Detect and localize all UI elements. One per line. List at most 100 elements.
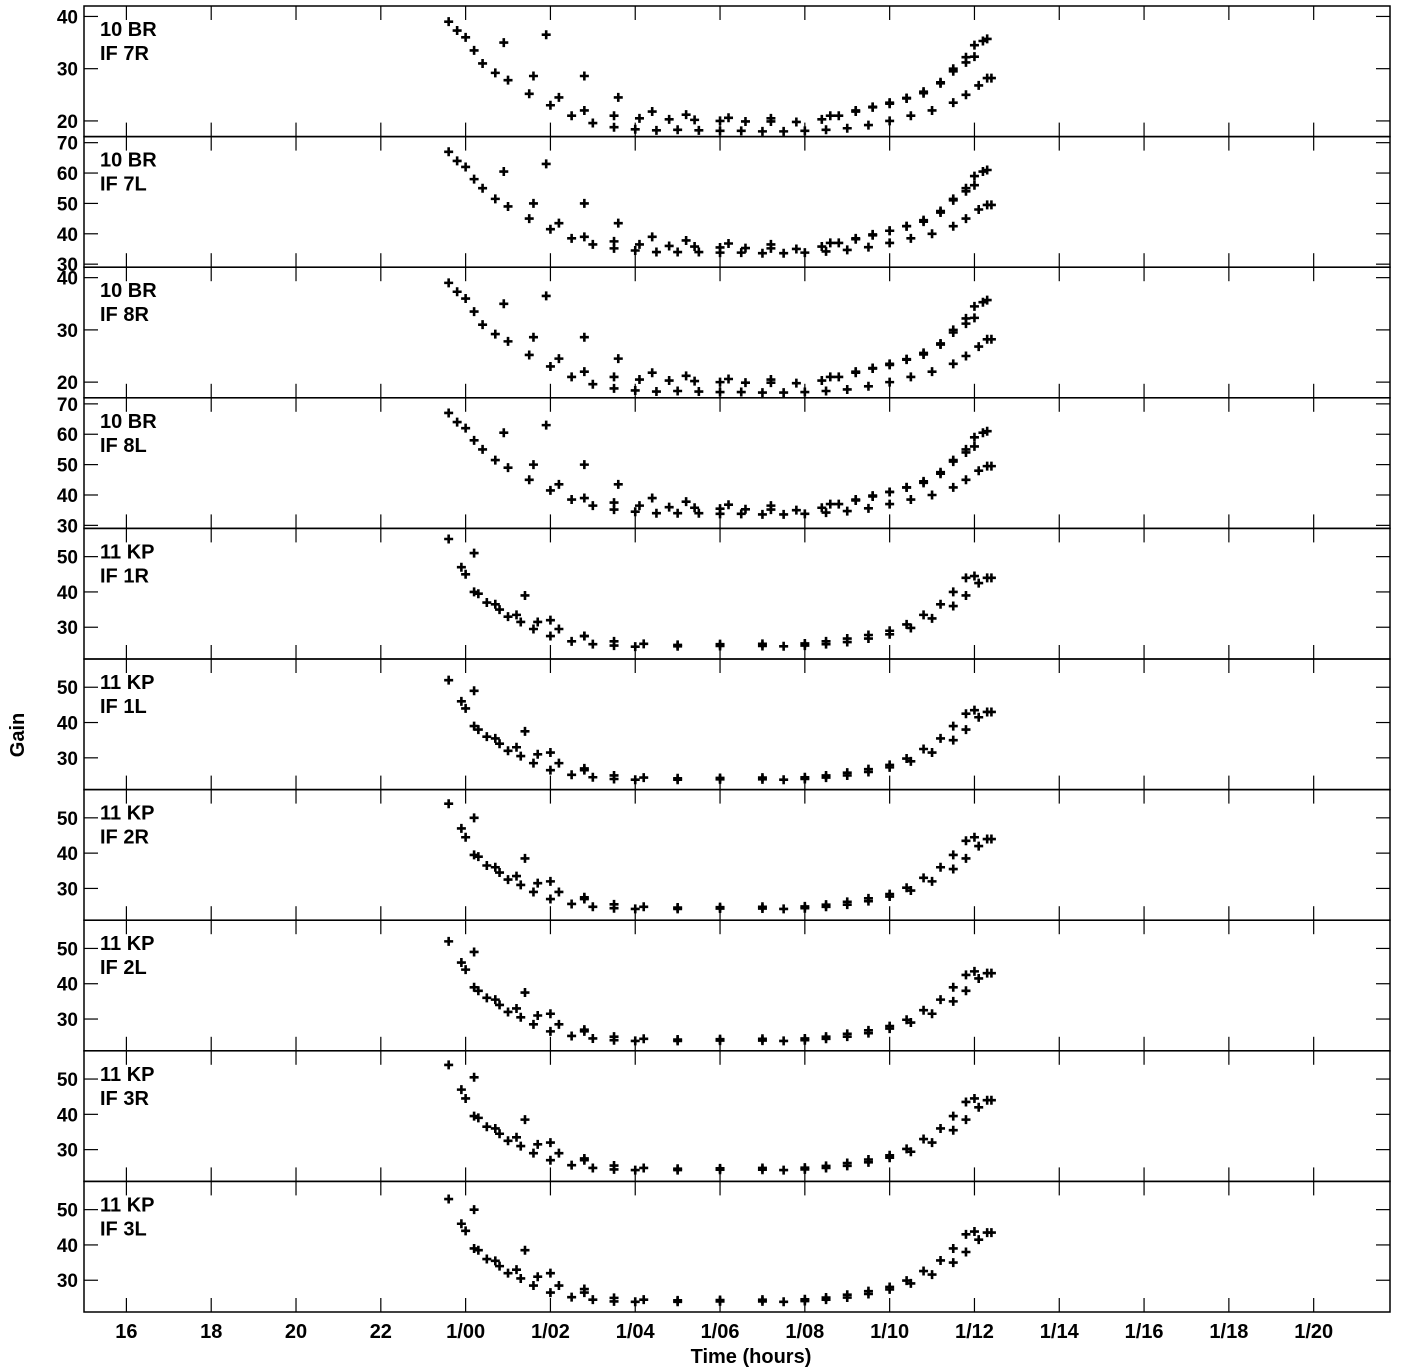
data-point [919,744,929,754]
data-point [961,1097,971,1107]
data-point [444,17,454,27]
panel-station-label: 11 KP [100,933,154,955]
data-point [902,482,912,492]
data-point [482,732,492,742]
data-point [545,361,555,371]
data-point [579,232,589,242]
y-tick-label: 40 [57,269,78,290]
data-point [444,147,454,157]
data-point [694,125,704,135]
data-point [927,613,937,623]
data-point [630,642,640,652]
data-point [545,224,555,234]
data-point [885,760,895,770]
data-point [673,386,683,396]
x-tick-label: 1/12 [955,1321,994,1343]
data-point [520,726,530,736]
data-point [609,111,619,121]
data-point [948,325,958,335]
data-point [821,125,831,135]
data-point [757,902,767,912]
data-point [533,1139,543,1149]
data-point [664,114,674,124]
data-point [724,374,734,384]
y-tick-label: 50 [57,1201,78,1222]
data-point [885,360,895,370]
data-point [482,598,492,608]
data-point [885,889,895,899]
data-point [927,229,937,239]
data-point [724,239,734,249]
data-point [609,1293,619,1303]
data-point [503,875,513,885]
data-point [469,307,479,317]
data-point [825,499,835,509]
y-tick-label: 50 [57,939,78,960]
data-point [579,1284,589,1294]
data-point [528,1148,538,1158]
data-point [533,1011,543,1020]
data-point [757,126,767,136]
panel-if-label: IF 7R [100,43,149,65]
x-tick-label: 1/20 [1294,1321,1333,1343]
data-point [961,709,971,719]
data-point [533,1272,543,1282]
data-point [588,239,598,249]
y-tick-label: 50 [57,678,78,699]
data-point [800,387,810,397]
panel-if-label: IF 8R [100,304,149,326]
data-point [461,1093,471,1103]
y-tick-label: 30 [57,60,78,81]
data-point [919,1005,929,1015]
data-point [613,479,623,489]
data-point [567,1160,577,1170]
data-point [825,238,835,248]
data-point [961,970,971,980]
data-point [961,725,971,735]
data-point [609,498,619,508]
data-point [512,610,522,620]
data-point [902,1276,912,1286]
data-point [495,1000,505,1010]
data-point [885,377,895,387]
y-tick-label: 50 [57,809,78,830]
data-point [694,387,704,397]
y-tick-label: 20 [57,112,78,133]
data-point [863,630,873,640]
data-point [974,973,984,983]
data-point [588,379,598,389]
data-point [851,495,861,505]
data-point [609,636,619,646]
panel-if-label: IF 3R [100,1088,149,1110]
data-point [478,320,488,330]
data-point [821,1161,831,1171]
data-point [961,313,971,323]
data-point [715,773,725,783]
data-point [885,487,895,497]
data-point [834,238,844,248]
data-point [961,214,971,224]
data-point [948,1125,958,1135]
data-point [817,376,827,386]
data-point [554,1148,564,1158]
data-point [885,626,895,636]
data-point [533,617,543,627]
data-point [490,455,500,465]
data-point [630,124,640,134]
data-point [724,113,734,123]
data-point [647,232,657,242]
x-axis: 16 18 20 22 1/00 1/02 1/04 1/06 1/08 1/10 1/12 1/14… [115,1321,1333,1343]
data-point [588,902,598,912]
data-point [948,1111,958,1121]
data-point [842,1029,852,1039]
data-point [868,491,878,501]
data-point [948,359,958,369]
data-point [630,1036,640,1046]
data-point [567,495,577,505]
data-point [821,1293,831,1303]
data-point [444,936,454,946]
